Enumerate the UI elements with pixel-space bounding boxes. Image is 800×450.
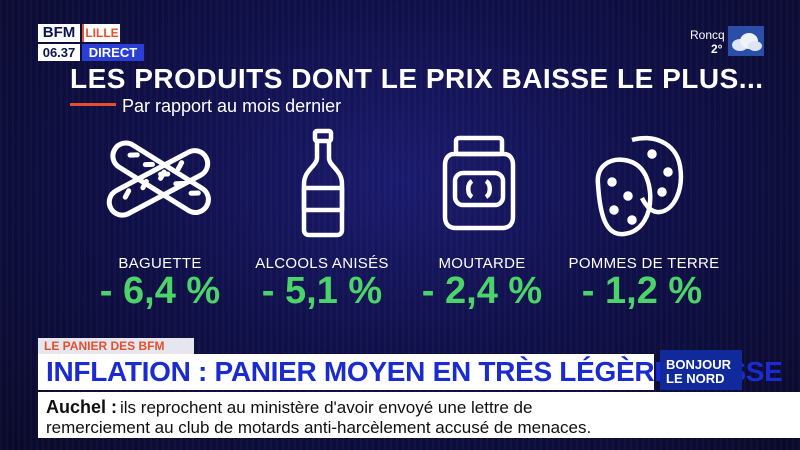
news-ticker <box>38 392 800 438</box>
show-logo: BONJOUR LE NORD <box>660 350 742 390</box>
product-label-baguette: BAGUETTE <box>118 255 202 272</box>
live-badge: DIRECT <box>82 44 144 61</box>
product-value-alcools: - 5,1 % <box>261 270 383 312</box>
product-value-pommes: - 1,2 % <box>581 270 703 312</box>
show-logo-line2: LE NORD <box>666 371 725 386</box>
baguette-icon <box>106 140 211 218</box>
product-label-alcools: ALCOOLS ANISÉS <box>255 255 389 272</box>
segment-tag: LE PANIER DES BFM <box>38 338 194 354</box>
product-value-baguette: - 6,4 % <box>99 270 221 312</box>
headline-bar <box>38 354 654 390</box>
product-value-moutarde: - 2,4 % <box>421 270 543 312</box>
ticker-place: Auchel : <box>46 397 118 417</box>
show-logo-line1: BONJOUR <box>666 357 732 372</box>
clock-label: 06.37 <box>38 44 80 61</box>
product-label-moutarde: MOUTARDE <box>438 255 526 272</box>
product-label-pommes: POMMES DE TERRE <box>568 255 720 272</box>
ticker-text-line2: remerciement au club de motards anti-har… <box>46 418 592 437</box>
weather-city: Roncq <box>690 28 725 42</box>
bottle-icon <box>301 128 345 238</box>
weather-temperature: 2° <box>711 42 723 56</box>
title-underline <box>70 103 116 106</box>
infographic-subtitle: Par rapport au mois dernier <box>122 96 342 116</box>
infographic-title: LES PRODUITS DONT LE PRIX BAISSE LE PLUS… <box>70 63 764 94</box>
city-label: LILLE <box>82 24 120 42</box>
mustard-jar-icon <box>442 135 516 231</box>
brand-label: BFM <box>38 24 80 42</box>
cloud-icon <box>728 26 764 56</box>
potato-icon <box>595 135 684 237</box>
ticker-text-line1: ils reprochent au ministère d'avoir envo… <box>120 398 533 417</box>
